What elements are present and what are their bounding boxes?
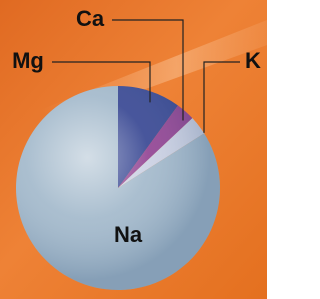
slice-label: Mg [12,48,44,73]
slice-label: Ca [76,6,105,31]
chart: Mg Ca K Na [0,0,267,299]
pie [16,86,220,290]
slice-label: Na [114,222,143,247]
slice-label: K [245,48,261,73]
page: {"chart_data": {"type": "pie", "categori… [0,0,267,299]
